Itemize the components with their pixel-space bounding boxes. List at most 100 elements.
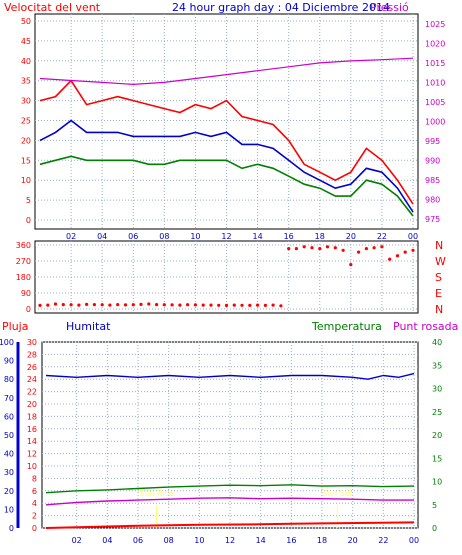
direction-point <box>217 303 221 307</box>
direction-point <box>69 303 73 307</box>
y-left-tick-label: 6 <box>32 487 37 496</box>
direction-point <box>53 302 58 306</box>
x-tick-label: 14 <box>252 232 262 241</box>
y-direction-tick-label: 270 <box>16 257 31 266</box>
series-line-green <box>45 484 415 494</box>
sun-rise-label: Sun Rise <box>139 489 174 498</box>
direction-point <box>302 245 306 249</box>
y-right-tick-label: 1025 <box>425 20 445 29</box>
sun-set-label: Sun Set <box>322 489 353 498</box>
x-tick-label: 12 <box>225 536 235 545</box>
x-tick-label: 22 <box>378 536 388 545</box>
x-tick-label: 16 <box>284 232 294 241</box>
direction-point <box>85 302 89 306</box>
direction-point <box>224 303 229 307</box>
direction-point <box>388 257 392 261</box>
dew-point-label: Punt rosada <box>393 320 458 333</box>
direction-point <box>77 303 81 307</box>
y-left-tick-label: 28 <box>27 350 37 359</box>
x-tick-label: 18 <box>315 232 325 241</box>
y-left-tick-label: 0 <box>32 524 37 533</box>
humidity-label: Humitat <box>66 320 111 333</box>
x-tick-label: 08 <box>159 232 169 241</box>
x-tick-label: 04 <box>102 536 112 545</box>
direction-point <box>411 248 415 252</box>
x-tick-label: 10 <box>194 536 204 545</box>
direction-point <box>380 245 384 249</box>
direction-point <box>287 247 291 251</box>
y-right-tick-label: 1010 <box>425 78 445 87</box>
y-pluja-tick-label: 80 <box>4 375 14 384</box>
direction-point <box>38 303 42 307</box>
x-tick-label: 02 <box>66 232 76 241</box>
wind-speed-label: Velocitat del vent <box>4 1 101 14</box>
y-left-tick-label: 22 <box>27 388 37 397</box>
x-tick-label: 20 <box>346 232 356 241</box>
direction-point <box>100 303 104 307</box>
dir-label-n-bottom: N <box>435 303 443 316</box>
series-line-blue <box>45 372 415 380</box>
y-left-tick-label: 26 <box>27 363 37 372</box>
y-pluja-tick-label: 90 <box>4 357 14 366</box>
y-left-tick-label: 50 <box>21 17 31 26</box>
y-left-tick-label: 30 <box>21 97 31 106</box>
y-left-tick-label: 2 <box>32 512 37 521</box>
direction-point <box>256 303 260 307</box>
dir-label-n-top: N <box>435 239 443 252</box>
direction-point <box>108 303 112 307</box>
direction-point <box>232 303 236 307</box>
dir-label-w: W <box>435 255 446 268</box>
y-pluja-tick-label: 0 <box>9 524 14 533</box>
y-left-tick-label: 10 <box>21 176 31 185</box>
direction-point <box>186 303 190 307</box>
direction-point <box>131 303 135 307</box>
y-right-tick-label: 15 <box>432 454 442 463</box>
direction-point <box>201 303 205 307</box>
x-tick-label: 14 <box>256 536 266 545</box>
y-direction-tick-label: 90 <box>21 289 31 298</box>
pressure-label: Pressió <box>370 1 409 14</box>
y-left-tick-label: 10 <box>27 462 37 471</box>
direction-point <box>263 303 267 307</box>
direction-point <box>294 247 298 251</box>
direction-point <box>147 302 151 306</box>
direction-point <box>333 246 337 250</box>
chart-marks: 0510152025303540455097598098599099510001… <box>0 14 445 545</box>
direction-point <box>357 250 361 254</box>
direction-point <box>61 303 65 307</box>
y-pluja-tick-label: 10 <box>4 505 14 514</box>
direction-point <box>279 304 283 308</box>
direction-point <box>349 263 353 267</box>
y-right-tick-label: 975 <box>425 215 440 224</box>
y-left-tick-label: 40 <box>21 57 31 66</box>
direction-point <box>139 302 143 306</box>
direction-point <box>46 303 50 307</box>
direction-point <box>240 303 244 307</box>
y-right-tick-label: 20 <box>432 431 442 440</box>
y-left-tick-label: 20 <box>21 136 31 145</box>
x-tick-label: 20 <box>348 536 358 545</box>
y-left-tick-label: 5 <box>26 196 31 205</box>
y-right-tick-label: 35 <box>432 361 442 370</box>
y-pluja-tick-label: 30 <box>4 468 14 477</box>
y-direction-tick-label: 360 <box>16 241 31 250</box>
direction-point <box>271 303 275 307</box>
chart-title: 24 hour graph day : 04 Diciembre 2014 <box>172 1 390 14</box>
y-right-tick-label: 40 <box>432 338 442 347</box>
direction-point <box>310 246 314 250</box>
x-tick-label: 18 <box>317 536 327 545</box>
dir-label-s: S <box>435 271 442 284</box>
direction-point <box>178 303 182 307</box>
rain-label: Pluja <box>2 320 28 333</box>
y-left-tick-label: 35 <box>21 77 31 86</box>
y-left-tick-label: 30 <box>27 338 37 347</box>
direction-point <box>92 303 96 307</box>
y-pluja-tick-label: 60 <box>4 412 14 421</box>
x-tick-label: 00 <box>408 232 418 241</box>
x-tick-label: 16 <box>286 536 296 545</box>
y-right-tick-label: 10 <box>432 478 442 487</box>
y-left-tick-label: 24 <box>27 375 37 384</box>
series-line-blue <box>39 119 414 213</box>
y-right-tick-label: 990 <box>425 157 440 166</box>
y-right-tick-label: 985 <box>425 176 440 185</box>
